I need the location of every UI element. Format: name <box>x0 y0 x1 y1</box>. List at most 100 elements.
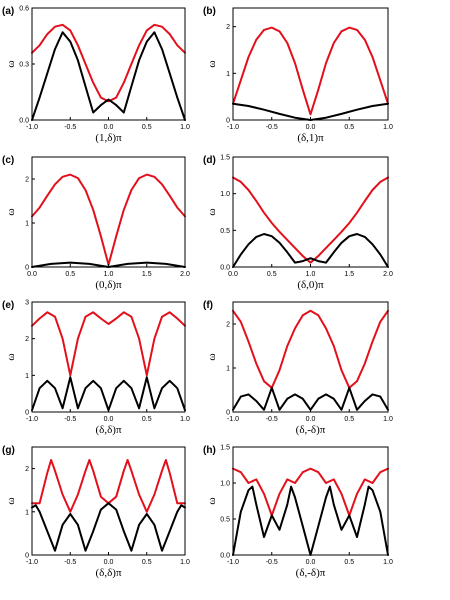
panel-g-xtick-label: 1.0 <box>180 559 190 566</box>
panel-d-xtick-label: 1.0 <box>306 271 316 278</box>
panel-b-ylabel: ω <box>206 60 218 67</box>
panel-h-xlabel: (δ,-δ)π <box>296 567 326 579</box>
panel-f-frame <box>232 301 389 413</box>
panel-e-xtick-label: -0.5 <box>64 416 76 423</box>
panel-h-xtick-label: 0.5 <box>344 559 354 566</box>
panel-f-xtick-label: 0.0 <box>306 416 316 423</box>
panel-c-xtick-label: 1.0 <box>104 271 114 278</box>
panel-d-xtick-label: 0.0 <box>228 271 238 278</box>
panel-d: 0.0 0.5 1.0 1.5 2.0 0.0 0.5 1.0 1.5 (δ,0)π ω (d) <box>203 155 393 292</box>
panel-a-xlabel: (1,δ)π <box>95 132 122 144</box>
panel-d-ytick-label: 0.0 <box>220 265 230 272</box>
panel-a-xtick-label: 1.0 <box>180 124 190 131</box>
panel-f-xtick-label: -1.0 <box>227 416 239 423</box>
panel-g-xtick-label: -0.5 <box>64 559 76 566</box>
panel-b-xlabel: (δ,1)π <box>297 132 324 144</box>
panel-c-xtick-label: 0.0 <box>27 271 37 278</box>
panel-g-label: (g) <box>2 445 15 456</box>
panel-b-xtick-label: -1.0 <box>227 124 239 131</box>
panel-f-xtick-label: 1.0 <box>383 416 393 423</box>
panel-h-xtick-label: 0.0 <box>306 559 316 566</box>
panel-c-xlabel: (0,δ)π <box>95 279 122 291</box>
panel-g-xtick-label: -1.0 <box>26 559 38 566</box>
panel-g-ylabel: ω <box>5 497 17 504</box>
panel-b-ytick-label: 0 <box>226 118 230 125</box>
panel-e-ytick-label: 3 <box>25 300 29 307</box>
panel-a-series-upper <box>31 23 186 103</box>
panel-e-series-upper <box>31 311 186 377</box>
panel-b-label: (b) <box>203 6 216 17</box>
panel-c-label: (c) <box>2 155 14 166</box>
panel-f-ylabel: ω <box>206 353 218 360</box>
panel-c-ytick-label: 2 <box>25 177 29 184</box>
panel-e-ytick-label: 0 <box>25 410 29 417</box>
panel-h-ytick-label: 0.0 <box>220 553 230 560</box>
panel-e-ytick-label: 1 <box>25 373 29 380</box>
panel-c-series-upper <box>31 173 186 266</box>
panel-e-ylabel: ω <box>5 353 17 360</box>
panel-d-ylabel: ω <box>206 208 218 215</box>
panel-a-xtick-label: 0.0 <box>104 124 114 131</box>
panel-f-ytick-label: 1 <box>226 366 230 373</box>
panel-d-xtick-label: 0.5 <box>267 271 277 278</box>
panel-a-xtick-label: -1.0 <box>26 124 38 131</box>
panel-c-xtick-label: 0.5 <box>65 271 75 278</box>
panel-a-ytick-label: 0.0 <box>19 118 29 125</box>
panel-b-xtick-label: 1.0 <box>383 124 393 131</box>
panel-h-xtick-label: -1.0 <box>227 559 239 566</box>
panel-g-xtick-label: 0.5 <box>142 559 152 566</box>
panel-a-ytick-label: 0.3 <box>19 62 29 69</box>
panel-e-xtick-label: 1.0 <box>180 416 190 423</box>
panel-g-ytick-label: 1 <box>25 509 29 516</box>
panel-d-xtick-label: 2.0 <box>383 271 393 278</box>
panel-b-ytick-label: 2 <box>226 24 230 31</box>
panel-b-ytick-label: 1 <box>226 71 230 78</box>
panel-g-xlabel: (δ,δ)π <box>96 567 122 579</box>
panel-b-xtick-label: 0.0 <box>306 124 316 131</box>
panel-d-xtick-label: 1.5 <box>344 271 354 278</box>
panel-c-ylabel: ω <box>5 208 17 215</box>
panel-f: -1.0 -0.5 0.0 0.5 1.0 0 1 2 (δ,-δ)π ω (f) <box>203 300 393 436</box>
panel-e-xlabel: (δ,δ)π <box>96 424 122 436</box>
panel-d-series-lower <box>232 233 389 268</box>
panel-g-ytick-label: 0 <box>25 553 29 560</box>
panel-g-series-lower <box>31 502 186 552</box>
panel-b-frame <box>232 7 389 121</box>
panel-d-label: (d) <box>203 155 216 166</box>
panel-h-ytick-label: 1.0 <box>220 481 230 488</box>
panel-a-xtick-label: -0.5 <box>64 124 76 131</box>
panel-h-ytick-label: 1.5 <box>220 445 230 452</box>
panel-b-xtick-label: 0.5 <box>344 124 354 131</box>
panel-d-frame <box>232 156 389 268</box>
panel-g: -1.0 -0.5 0.0 0.5 1.0 0 1 2 (δ,δ)π ω (g) <box>2 445 190 579</box>
panel-d-ytick-label: 1.0 <box>220 191 230 198</box>
panel-f-ytick-label: 2 <box>226 322 230 329</box>
panel-e-xtick-label: 0.5 <box>142 416 152 423</box>
panel-e: -1.0 -0.5 0.0 0.5 1.0 0 1 2 3 (δ,δ)π ω (e) <box>2 300 190 437</box>
panel-a-frame <box>31 7 186 121</box>
panel-a: -1.0 -0.5 0.0 0.5 1.0 0.0 0.3 0.6 (1,δ)π ω (a) <box>2 6 190 145</box>
panel-f-series-upper <box>232 309 389 389</box>
panel-a-ylabel: ω <box>5 60 17 67</box>
panel-e-ytick-label: 2 <box>25 336 29 343</box>
panel-g-xtick-label: 0.0 <box>104 559 114 566</box>
panel-h-series-upper <box>232 467 389 517</box>
panel-c-frame <box>31 156 186 268</box>
panel-h: -1.0 -0.5 0.0 0.5 1.0 0.0 0.5 1.0 1.5 (δ,-δ)π ω (h) <box>203 445 393 580</box>
panel-c-xtick-label: 1.5 <box>142 271 152 278</box>
panel-h-label: (h) <box>203 445 216 456</box>
panel-a-xtick-label: 0.5 <box>142 124 152 131</box>
panel-h-ytick-label: 0.5 <box>220 517 230 524</box>
panel-e-series-lower <box>31 376 186 412</box>
panel-c: 0.0 0.5 1.0 1.5 2.0 0 1 2 (0,δ)π ω (c) <box>2 155 190 291</box>
panel-h-ylabel: ω <box>206 497 218 504</box>
panel-d-ytick-label: 0.5 <box>220 228 230 235</box>
panel-f-xtick-label: 0.5 <box>344 416 354 423</box>
panel-f-xtick-label: -0.5 <box>266 416 278 423</box>
panel-e-xtick-label: -1.0 <box>26 416 38 423</box>
panel-a-label: (a) <box>2 6 14 17</box>
panel-e-xtick-label: 0.0 <box>104 416 114 423</box>
panel-b-xtick-label: -0.5 <box>266 124 278 131</box>
panel-d-ytick-label: 1.5 <box>220 155 230 162</box>
